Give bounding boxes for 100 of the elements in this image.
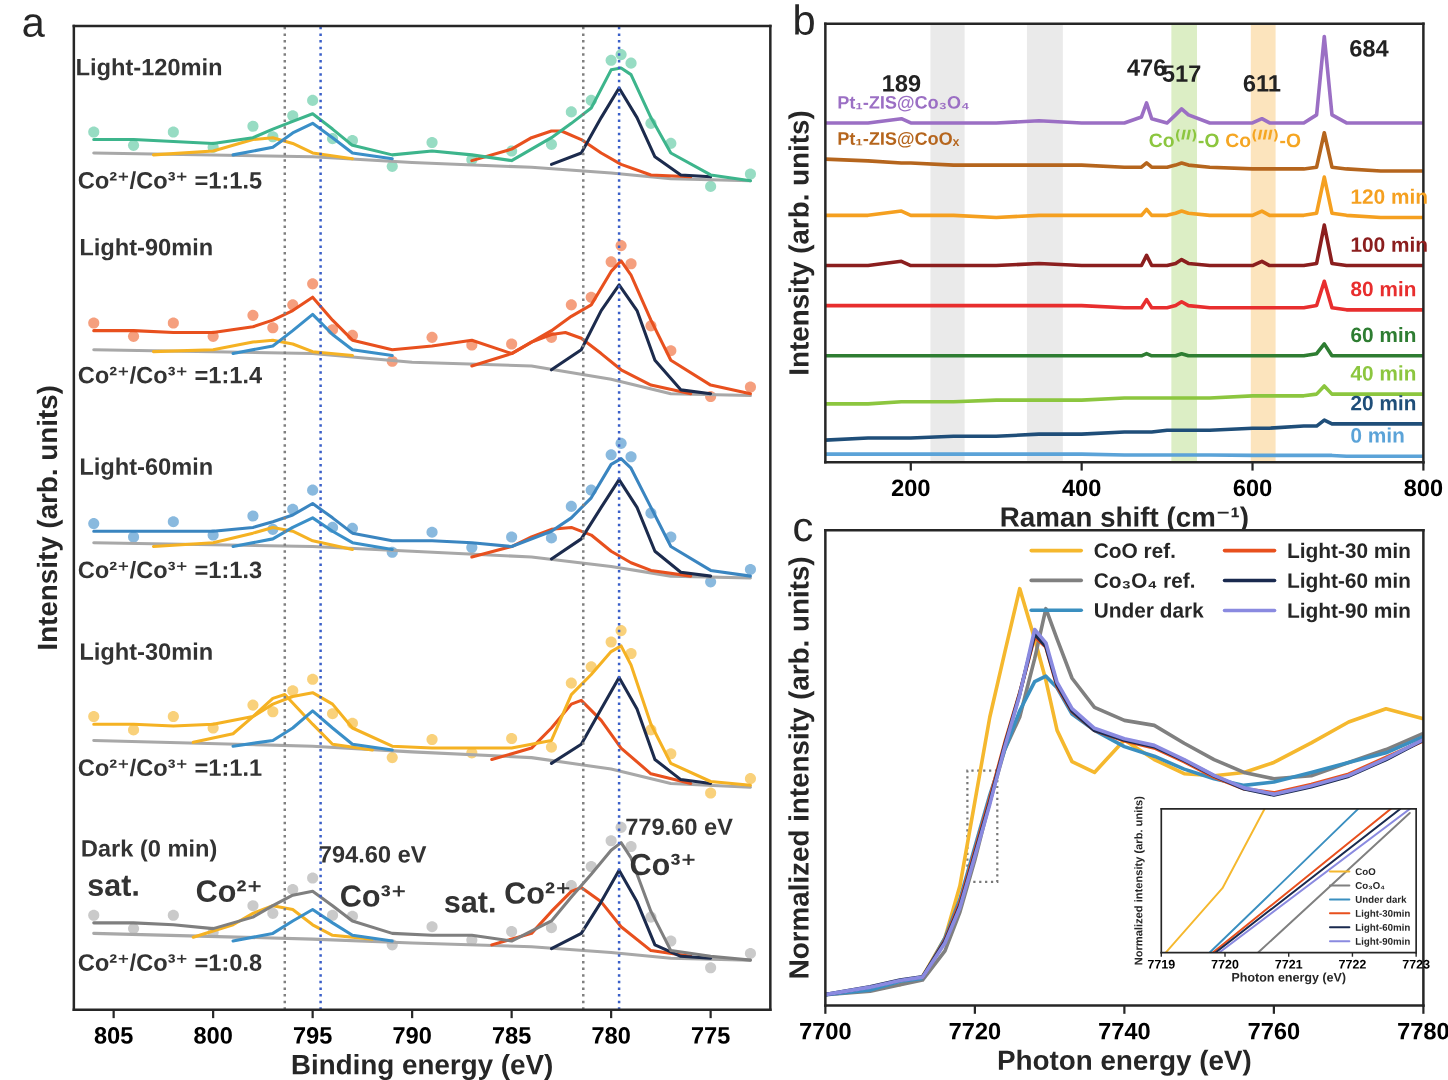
annotation: Co²⁺ <box>505 882 570 904</box>
annotation: Co²⁺/Co³⁺ =1:1.3 <box>78 560 262 579</box>
point <box>615 240 627 252</box>
x-tick-label: 200 <box>891 479 930 497</box>
y-axis-title: Normalized intensity (arb. units) <box>788 557 815 978</box>
annotation: sat. <box>444 892 495 913</box>
point <box>625 258 637 270</box>
point <box>605 54 617 66</box>
annotation: Light-60min <box>80 457 212 480</box>
annotation: Light-30min <box>80 642 212 665</box>
legend-label: Light-60 min <box>1288 572 1410 593</box>
point <box>744 381 756 393</box>
series-label: 80 min <box>1351 281 1416 297</box>
point <box>307 673 319 685</box>
text: c <box>794 518 813 542</box>
annotation: 684 <box>1350 40 1389 57</box>
y-axis-title: Intensity (arb. units) <box>36 386 63 649</box>
point <box>744 773 756 785</box>
x-tick-label: 800 <box>1404 479 1443 497</box>
text: a <box>23 14 45 38</box>
point <box>247 120 259 132</box>
annotation: Co²⁺ <box>196 880 261 902</box>
series-label: 40 min <box>1350 365 1416 381</box>
point <box>247 309 259 321</box>
annotation: Co²⁺/Co³⁺ =1:1.5 <box>78 171 262 189</box>
point <box>605 449 617 461</box>
annotation: 476 <box>1127 59 1166 76</box>
point <box>426 526 438 538</box>
series-label: 20 min <box>1351 395 1416 411</box>
x-axis-title: Raman shift (cm⁻¹) <box>1001 506 1248 533</box>
point <box>744 168 756 180</box>
point <box>565 500 577 512</box>
point <box>267 706 279 718</box>
point <box>287 685 299 697</box>
legend-label: Light-30 min <box>1288 542 1410 563</box>
point <box>307 278 319 290</box>
point <box>615 625 627 637</box>
x-tick-label: 800 <box>194 1027 232 1044</box>
annotation: Light-90min <box>80 238 212 261</box>
point <box>545 138 557 150</box>
point <box>326 909 339 921</box>
point <box>615 49 627 61</box>
series-label: Pt₁-ZIS@CoOₓ <box>838 131 960 148</box>
point <box>88 518 100 530</box>
point <box>605 835 617 847</box>
point <box>167 909 179 921</box>
point <box>506 531 518 543</box>
point <box>744 563 756 575</box>
point <box>506 732 518 745</box>
series-label: Pt₁-ZIS@Co₃O₄ <box>838 95 969 112</box>
point <box>287 110 299 122</box>
point <box>426 331 438 343</box>
x-tick-label: 775 <box>691 1027 730 1044</box>
annotation: Co³⁺ <box>341 885 405 907</box>
annotation: Co²⁺/Co³⁺ =1:1.1 <box>78 758 262 777</box>
point <box>426 733 438 746</box>
x-tick-label: 400 <box>1062 479 1101 497</box>
annotation: Dark (0 min) <box>82 839 217 862</box>
point <box>167 710 179 723</box>
x-tick-label: 7700 <box>800 1022 851 1040</box>
point <box>625 451 637 463</box>
point <box>88 317 100 329</box>
point <box>625 840 637 853</box>
point <box>247 510 259 522</box>
point <box>287 883 299 895</box>
point <box>386 752 398 764</box>
x-axis-title: Binding energy (eV) <box>292 1054 552 1080</box>
point <box>426 136 438 149</box>
legend-label: CoO ref. <box>1094 542 1175 559</box>
x-tick-label: 790 <box>393 1027 431 1044</box>
x-tick-label: 780 <box>592 1027 630 1044</box>
point <box>705 787 717 799</box>
point <box>247 699 259 711</box>
annotation: 794.60 eV <box>319 845 427 863</box>
point <box>565 677 577 689</box>
band-label: Co$^{(II)}$-O <box>1149 129 1219 148</box>
x-tick-label: 795 <box>293 1027 332 1044</box>
legend-label: Light-90 min <box>1288 602 1410 623</box>
point <box>88 909 100 921</box>
x-axis-title: Photon energy (eV) <box>998 1049 1251 1076</box>
point <box>625 57 637 69</box>
annotation: Co²⁺/Co³⁺ =1:1.4 <box>78 366 262 384</box>
point <box>88 710 100 723</box>
annotation: 611 <box>1243 74 1281 92</box>
point <box>506 925 518 938</box>
x-tick-label: 785 <box>492 1027 531 1044</box>
series-label: 60 min <box>1351 327 1416 343</box>
point <box>307 94 319 106</box>
annotation: 517 <box>1162 65 1201 82</box>
point <box>506 338 518 350</box>
point <box>565 299 577 311</box>
x-tick-label: 7740 <box>1099 1022 1150 1040</box>
annotation: 189 <box>883 74 921 92</box>
point <box>545 532 557 544</box>
annotation: sat. <box>88 875 138 896</box>
annotation: 779.60 eV <box>626 818 733 836</box>
point <box>545 741 557 753</box>
point <box>167 317 179 329</box>
series-label: 0 min <box>1351 427 1404 443</box>
legend-label: Under dark <box>1094 602 1204 618</box>
